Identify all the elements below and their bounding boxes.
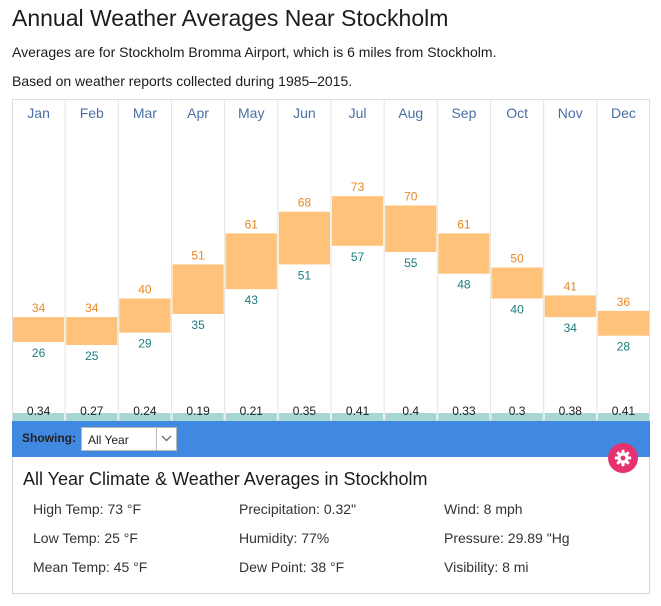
temperature-range-bar [438, 233, 490, 274]
high-temp-label: 34 [32, 301, 46, 315]
temperature-range-bar [278, 211, 330, 265]
month-label: Mar [133, 105, 157, 121]
stat-low-temp: Low Temp: 25 °F [33, 530, 138, 546]
temperature-range-bar [385, 205, 437, 252]
low-temp-label: 35 [191, 318, 205, 332]
high-temp-label: 61 [245, 217, 259, 231]
precipitation-label: 0.19 [186, 404, 210, 418]
precipitation-label: 0.34 [27, 404, 51, 418]
subtitle-location: Averages are for Stockholm Bromma Airpor… [12, 44, 497, 60]
climate-summary-panel: All Year Climate & Weather Averages in S… [12, 457, 650, 594]
precipitation-label: 0.21 [240, 404, 264, 418]
month-label: May [238, 105, 264, 121]
high-temp-label: 34 [85, 301, 99, 315]
month-label: Dec [611, 105, 636, 121]
showing-label: Showing: [22, 431, 76, 445]
high-temp-label: 36 [617, 295, 631, 309]
precipitation-bar [544, 413, 596, 421]
low-temp-label: 29 [138, 337, 152, 351]
low-temp-label: 57 [351, 250, 365, 264]
month-label: Feb [80, 105, 104, 121]
low-temp-label: 34 [564, 321, 578, 335]
precipitation-bar [491, 413, 543, 421]
precipitation-bar [119, 413, 171, 421]
precipitation-label: 0.4 [402, 404, 419, 418]
precipitation-label: 0.41 [612, 404, 636, 418]
precipitation-bar [172, 413, 224, 421]
subtitle-period: Based on weather reports collected durin… [12, 73, 353, 89]
precipitation-label: 0.24 [133, 404, 157, 418]
summary-title: All Year Climate & Weather Averages in S… [23, 469, 428, 489]
temperature-range-bar [66, 317, 118, 345]
stat-dew-point: Dew Point: 38 °F [239, 559, 345, 575]
precipitation-label: 0.35 [293, 404, 317, 418]
precipitation-bar [278, 413, 330, 421]
stat-pressure: Pressure: 29.89 "Hg [444, 530, 570, 546]
month-label: Jun [293, 105, 316, 121]
stat-humidity: Humidity: 77% [239, 530, 330, 546]
precipitation-bar [13, 413, 65, 421]
high-temp-label: 41 [564, 279, 578, 293]
temperature-range-bar [544, 295, 596, 318]
low-temp-label: 28 [617, 340, 631, 354]
temperature-range-bar [597, 310, 649, 336]
month-label: Aug [398, 105, 423, 121]
period-select[interactable]: All Year [81, 427, 177, 451]
precipitation-bar [66, 413, 118, 421]
low-temp-label: 55 [404, 256, 418, 270]
month-label: Oct [506, 105, 528, 121]
precipitation-bar [332, 413, 384, 421]
month-label: Apr [187, 105, 209, 121]
low-temp-label: 25 [85, 349, 99, 363]
month-label: Nov [558, 105, 583, 121]
month-label: Sep [451, 105, 476, 121]
chevron-down-icon[interactable] [156, 428, 176, 450]
temperature-range-bar [172, 264, 224, 314]
temperature-range-bar [225, 233, 277, 290]
temperature-range-bar [119, 298, 171, 333]
precipitation-label: 0.3 [509, 404, 526, 418]
precipitation-label: 0.41 [346, 404, 370, 418]
stat-visibility: Visibility: 8 mi [444, 559, 529, 575]
low-temp-label: 40 [510, 303, 524, 317]
month-label: Jul [349, 105, 367, 121]
low-temp-label: 51 [298, 268, 312, 282]
precipitation-label: 0.33 [452, 404, 476, 418]
monthly-temperature-chart: Jan 34 26 0.34 Feb 34 25 0.27 Mar 40 29 0.24 Apr 51 35… [12, 99, 650, 421]
high-temp-label: 70 [404, 190, 418, 204]
temperature-range-bar [13, 317, 65, 342]
precipitation-label: 0.27 [80, 404, 104, 418]
precipitation-bar [597, 413, 649, 421]
period-select-value: All Year [88, 433, 129, 447]
precipitation-label: 0.38 [559, 404, 583, 418]
low-temp-label: 26 [32, 346, 46, 360]
stat-high-temp: High Temp: 73 °F [33, 501, 142, 517]
high-temp-label: 51 [191, 248, 205, 262]
high-temp-label: 61 [457, 217, 471, 231]
temperature-range-bar [332, 196, 384, 246]
showing-bar: Showing: All Year [12, 421, 650, 457]
temperature-range-bar [491, 267, 543, 299]
stat-precipitation: Precipitation: 0.32" [239, 501, 357, 517]
gear-icon [614, 449, 632, 467]
settings-button[interactable] [608, 443, 638, 473]
precipitation-bar [438, 413, 490, 421]
month-label: Jan [27, 105, 50, 121]
high-temp-label: 68 [298, 196, 312, 210]
stat-mean-temp: Mean Temp: 45 °F [33, 559, 148, 575]
stat-wind: Wind: 8 mph [444, 501, 523, 517]
precipitation-bar [225, 413, 277, 421]
high-temp-label: 40 [138, 283, 152, 297]
precipitation-bar [385, 413, 437, 421]
low-temp-label: 48 [457, 278, 471, 292]
high-temp-label: 50 [510, 252, 524, 266]
page-title: Annual Weather Averages Near Stockholm [12, 5, 449, 31]
low-temp-label: 43 [245, 293, 259, 307]
high-temp-label: 73 [351, 180, 365, 194]
